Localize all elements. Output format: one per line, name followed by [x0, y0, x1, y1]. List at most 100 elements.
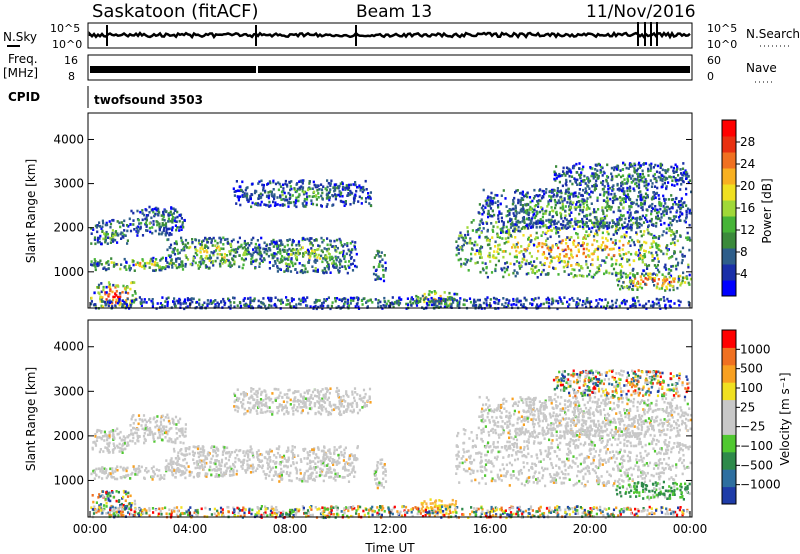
data-cell — [327, 264, 330, 267]
data-cell — [219, 264, 222, 268]
data-cell — [361, 190, 364, 194]
data-cell — [688, 211, 691, 215]
data-cell — [663, 181, 666, 185]
data-cell — [634, 277, 637, 280]
data-cell — [243, 297, 246, 300]
data-cell — [675, 230, 678, 233]
data-cell — [166, 304, 169, 307]
data-cell — [628, 215, 631, 218]
data-cell — [286, 249, 289, 252]
data-cell — [187, 246, 191, 250]
data-cell — [665, 246, 668, 250]
data-cell — [297, 240, 301, 243]
data-cell — [663, 299, 666, 302]
data-cell — [266, 249, 269, 253]
data-cell — [621, 226, 625, 230]
data-cell — [235, 189, 238, 193]
data-cell — [271, 242, 274, 245]
data-cell — [539, 199, 542, 203]
data-cell — [559, 211, 562, 215]
data-cell — [620, 301, 623, 305]
data-cell — [171, 215, 174, 219]
data-cell — [129, 302, 132, 305]
data-cell — [459, 246, 462, 249]
data-cell — [171, 261, 174, 265]
data-cell — [628, 219, 631, 223]
data-cell — [100, 242, 103, 246]
data-cell — [645, 307, 648, 310]
data-cell — [644, 250, 647, 253]
data-cell — [467, 269, 470, 272]
data-cell — [237, 195, 241, 199]
data-cell — [133, 228, 136, 231]
data-cell — [494, 301, 497, 305]
data-cell — [355, 265, 358, 269]
data-cell — [104, 301, 107, 304]
data-cell — [622, 206, 625, 209]
data-cell — [560, 198, 563, 201]
data-cell — [575, 254, 578, 258]
data-cell — [293, 187, 296, 190]
data-cell — [509, 226, 513, 229]
data-cell — [553, 173, 556, 177]
data-cell — [515, 249, 518, 253]
data-cell — [118, 292, 122, 295]
data-cell — [267, 191, 270, 194]
data-cell — [308, 256, 311, 260]
data-cell — [673, 232, 676, 236]
data-cell — [596, 304, 599, 308]
data-cell — [605, 190, 608, 194]
data-cell — [239, 188, 243, 192]
data-cell — [570, 236, 573, 239]
data-cell — [541, 195, 544, 198]
data-cell — [115, 490, 118, 493]
data-cell — [179, 213, 182, 217]
data-cell — [587, 181, 590, 184]
data-cell — [507, 236, 510, 240]
data-cell — [268, 298, 271, 302]
data-cell — [92, 441, 95, 444]
data-cell — [340, 243, 343, 247]
data-cell — [671, 183, 674, 187]
data-cell — [146, 427, 149, 431]
data-cell — [348, 266, 351, 269]
data-cell — [573, 206, 576, 209]
data-cell — [297, 249, 300, 252]
data-cell — [170, 440, 173, 444]
data-cell — [585, 230, 588, 233]
data-cell — [665, 287, 668, 290]
data-cell — [325, 298, 329, 301]
data-cell — [605, 200, 608, 204]
data-cell — [645, 302, 648, 306]
data-cell — [666, 278, 669, 281]
data-cell — [542, 212, 545, 216]
data-cell — [149, 259, 152, 263]
data-cell — [104, 291, 107, 294]
data-cell — [172, 212, 175, 215]
data-cell — [215, 246, 218, 250]
data-cell — [199, 256, 202, 260]
data-cell — [132, 433, 135, 436]
data-cell — [596, 163, 599, 167]
power-ylabel: Slant Range [km] — [24, 159, 38, 263]
data-cell — [101, 230, 104, 233]
data-cell — [522, 208, 525, 211]
data-cell — [595, 210, 598, 214]
data-cell — [243, 251, 246, 255]
data-cell — [653, 173, 656, 176]
data-cell — [242, 194, 246, 197]
data-cell — [316, 259, 319, 262]
data-cell — [582, 251, 585, 255]
data-cell — [672, 171, 675, 174]
data-cell — [173, 247, 176, 250]
data-cell — [91, 263, 94, 267]
data-cell — [687, 281, 690, 285]
data-cell — [547, 305, 551, 308]
data-cell — [124, 291, 127, 294]
data-cell — [620, 184, 623, 188]
data-cell — [166, 231, 169, 235]
data-cell — [475, 249, 478, 252]
data-cell — [133, 281, 136, 284]
data-cell — [249, 298, 252, 301]
data-cell — [545, 188, 548, 191]
